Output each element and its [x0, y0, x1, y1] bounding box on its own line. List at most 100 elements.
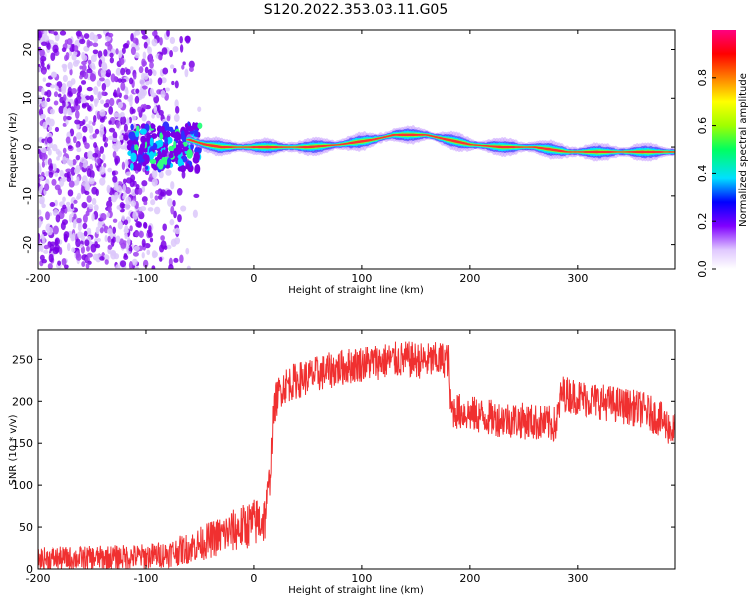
heatmap-cell — [46, 64, 50, 70]
heatmap-cell — [128, 77, 134, 85]
heatmap-cell — [174, 227, 181, 235]
heatmap-cell — [180, 130, 185, 140]
heatmap-cell — [75, 110, 80, 119]
x-tick-label: 300 — [567, 272, 588, 285]
heatmap-cell — [99, 118, 105, 123]
heatmap-cell — [52, 225, 59, 235]
heatmap-cell — [43, 249, 49, 254]
colorbar-ticks: 0.0 0.2 0.4 0.6 0.8 — [696, 69, 716, 278]
heatmap-cell — [107, 32, 114, 38]
heatmap-cell — [71, 88, 77, 94]
heatmap-cell — [140, 135, 147, 144]
heatmap-cell — [177, 157, 184, 167]
heatmap-cell — [54, 126, 60, 133]
heatmap-cell — [85, 183, 90, 191]
heatmap-cell — [54, 238, 59, 247]
heatmap-cell — [38, 176, 45, 181]
heatmap-cell — [165, 169, 172, 176]
heatmap-cell — [160, 89, 166, 98]
heatmap-cell — [62, 99, 66, 108]
heatmap-cell — [104, 41, 111, 47]
heatmap-cell — [86, 230, 92, 235]
heatmap-cell — [92, 65, 96, 70]
heatmap-cell — [81, 201, 88, 209]
colorbar-gradient — [712, 30, 736, 269]
heatmap-cell — [149, 78, 153, 85]
heatmap-cell — [90, 73, 96, 82]
heatmap-cell — [63, 106, 68, 116]
heatmap-cell — [125, 88, 129, 96]
heatmap-cell — [167, 157, 172, 166]
heatmap-cell — [72, 158, 77, 166]
heatmap-cell — [173, 257, 179, 263]
heatmap-cell — [160, 152, 167, 158]
heatmap-cell — [91, 197, 97, 206]
heatmap-cell — [150, 199, 156, 206]
heatmap-cell — [112, 226, 117, 234]
heatmap-cell — [101, 62, 108, 70]
heatmap-cell — [161, 47, 168, 55]
heatmap-cell — [145, 81, 150, 86]
heatmap-cell — [184, 123, 189, 129]
heatmap-cell — [83, 230, 88, 237]
heatmap-cell — [82, 222, 88, 230]
heatmap-cell — [67, 61, 73, 70]
colorbar-label: Normalized spectral amplitude — [738, 73, 749, 227]
heatmap-cell — [55, 214, 61, 223]
heatmap-cell — [159, 36, 163, 46]
heatmap-cell — [142, 103, 147, 110]
heatmap-cell — [132, 210, 139, 220]
heatmap-cell — [91, 213, 95, 222]
heatmap-cell — [86, 168, 92, 177]
heatmap-cell — [73, 199, 78, 204]
colorbar-tick-label: 0.0 — [696, 260, 709, 278]
heatmap-cell — [179, 254, 184, 264]
heatmap-cell — [185, 247, 190, 255]
heatmap-cell — [104, 35, 111, 42]
heatmap-cell — [45, 211, 50, 221]
heatmap-cell — [95, 244, 101, 249]
heatmap-cell — [151, 133, 158, 139]
heatmap-cell — [38, 235, 41, 245]
heatmap-cell — [112, 151, 117, 158]
heatmap-cell — [129, 225, 133, 232]
snr-series-line — [38, 341, 675, 569]
heatmap-cell — [80, 185, 85, 195]
heatmap-cell — [85, 263, 90, 269]
x-tick-label: 100 — [351, 572, 372, 585]
heatmap-cell — [173, 210, 177, 219]
heatmap-cell — [193, 193, 200, 198]
heatmap-cell — [99, 124, 105, 132]
heatmap-cell — [151, 178, 158, 187]
heatmap-cell — [103, 102, 110, 108]
heatmap-cell — [38, 177, 41, 184]
heatmap-cell — [174, 99, 179, 109]
heatmap-cell — [177, 214, 182, 223]
heatmap-cell — [75, 238, 81, 248]
heatmap-cell — [50, 71, 57, 78]
heatmap-cell — [63, 233, 68, 242]
heatmap-cell — [70, 166, 76, 176]
heatmap-cell — [115, 67, 122, 76]
heatmap-cell — [135, 88, 140, 94]
heatmap-cell — [117, 221, 123, 230]
heatmap-cell — [118, 50, 123, 58]
heatmap-cell — [92, 133, 97, 139]
heatmap-cell — [134, 144, 139, 152]
heatmap-cell — [122, 178, 127, 184]
heatmap-cell — [143, 72, 149, 80]
heatmap-cell — [169, 36, 176, 45]
heatmap-cell — [38, 246, 42, 252]
heatmap-cell — [63, 264, 69, 269]
heatmap-cell — [103, 142, 108, 148]
heatmap-cell — [68, 180, 75, 188]
heatmap-cell — [73, 45, 79, 52]
heatmap-cell — [135, 130, 140, 138]
heatmap-cell — [73, 136, 77, 144]
heatmap-cell — [112, 137, 118, 142]
heatmap-cell — [82, 214, 88, 223]
heatmap-cell — [151, 113, 155, 119]
heatmap-cell — [99, 146, 105, 154]
heatmap-cell — [46, 116, 51, 125]
heatmap-cell — [92, 49, 99, 55]
